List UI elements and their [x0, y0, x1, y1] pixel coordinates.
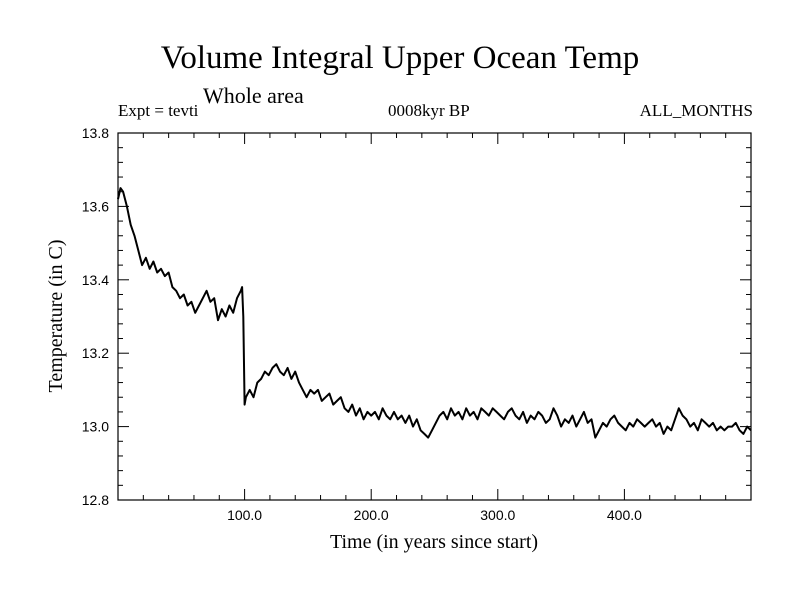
chart-subtitle: Whole area	[203, 83, 304, 108]
y-tick-label: 13.4	[82, 272, 109, 288]
y-tick-label: 13.8	[82, 125, 109, 141]
y-tick-label: 13.6	[82, 198, 109, 214]
y-axis-label: Temperature (in C)	[45, 240, 67, 393]
axis-ticks: 100.0 200.0 300.0 400.0 12.8 13.0 13.2 13.4 13.6…	[82, 125, 751, 523]
y-tick-label: 13.2	[82, 345, 109, 361]
series-line	[117, 187, 752, 439]
plot-frame	[117, 132, 752, 501]
x-tick-label: 200.0	[354, 507, 389, 523]
period-label: 0008kyr BP	[388, 101, 470, 120]
x-tick-label: 300.0	[480, 507, 515, 523]
x-axis-label: Time (in years since start)	[330, 531, 538, 553]
x-tick-label: 100.0	[227, 507, 262, 523]
x-tick-label: 400.0	[607, 507, 642, 523]
chart-title: Volume Integral Upper Ocean Temp	[160, 40, 640, 76]
y-tick-label: 13.0	[82, 419, 109, 435]
experiment-label: Expt = tevti	[118, 101, 199, 120]
y-tick-label: 12.8	[82, 492, 109, 508]
months-label: ALL_MONTHS	[639, 101, 753, 120]
